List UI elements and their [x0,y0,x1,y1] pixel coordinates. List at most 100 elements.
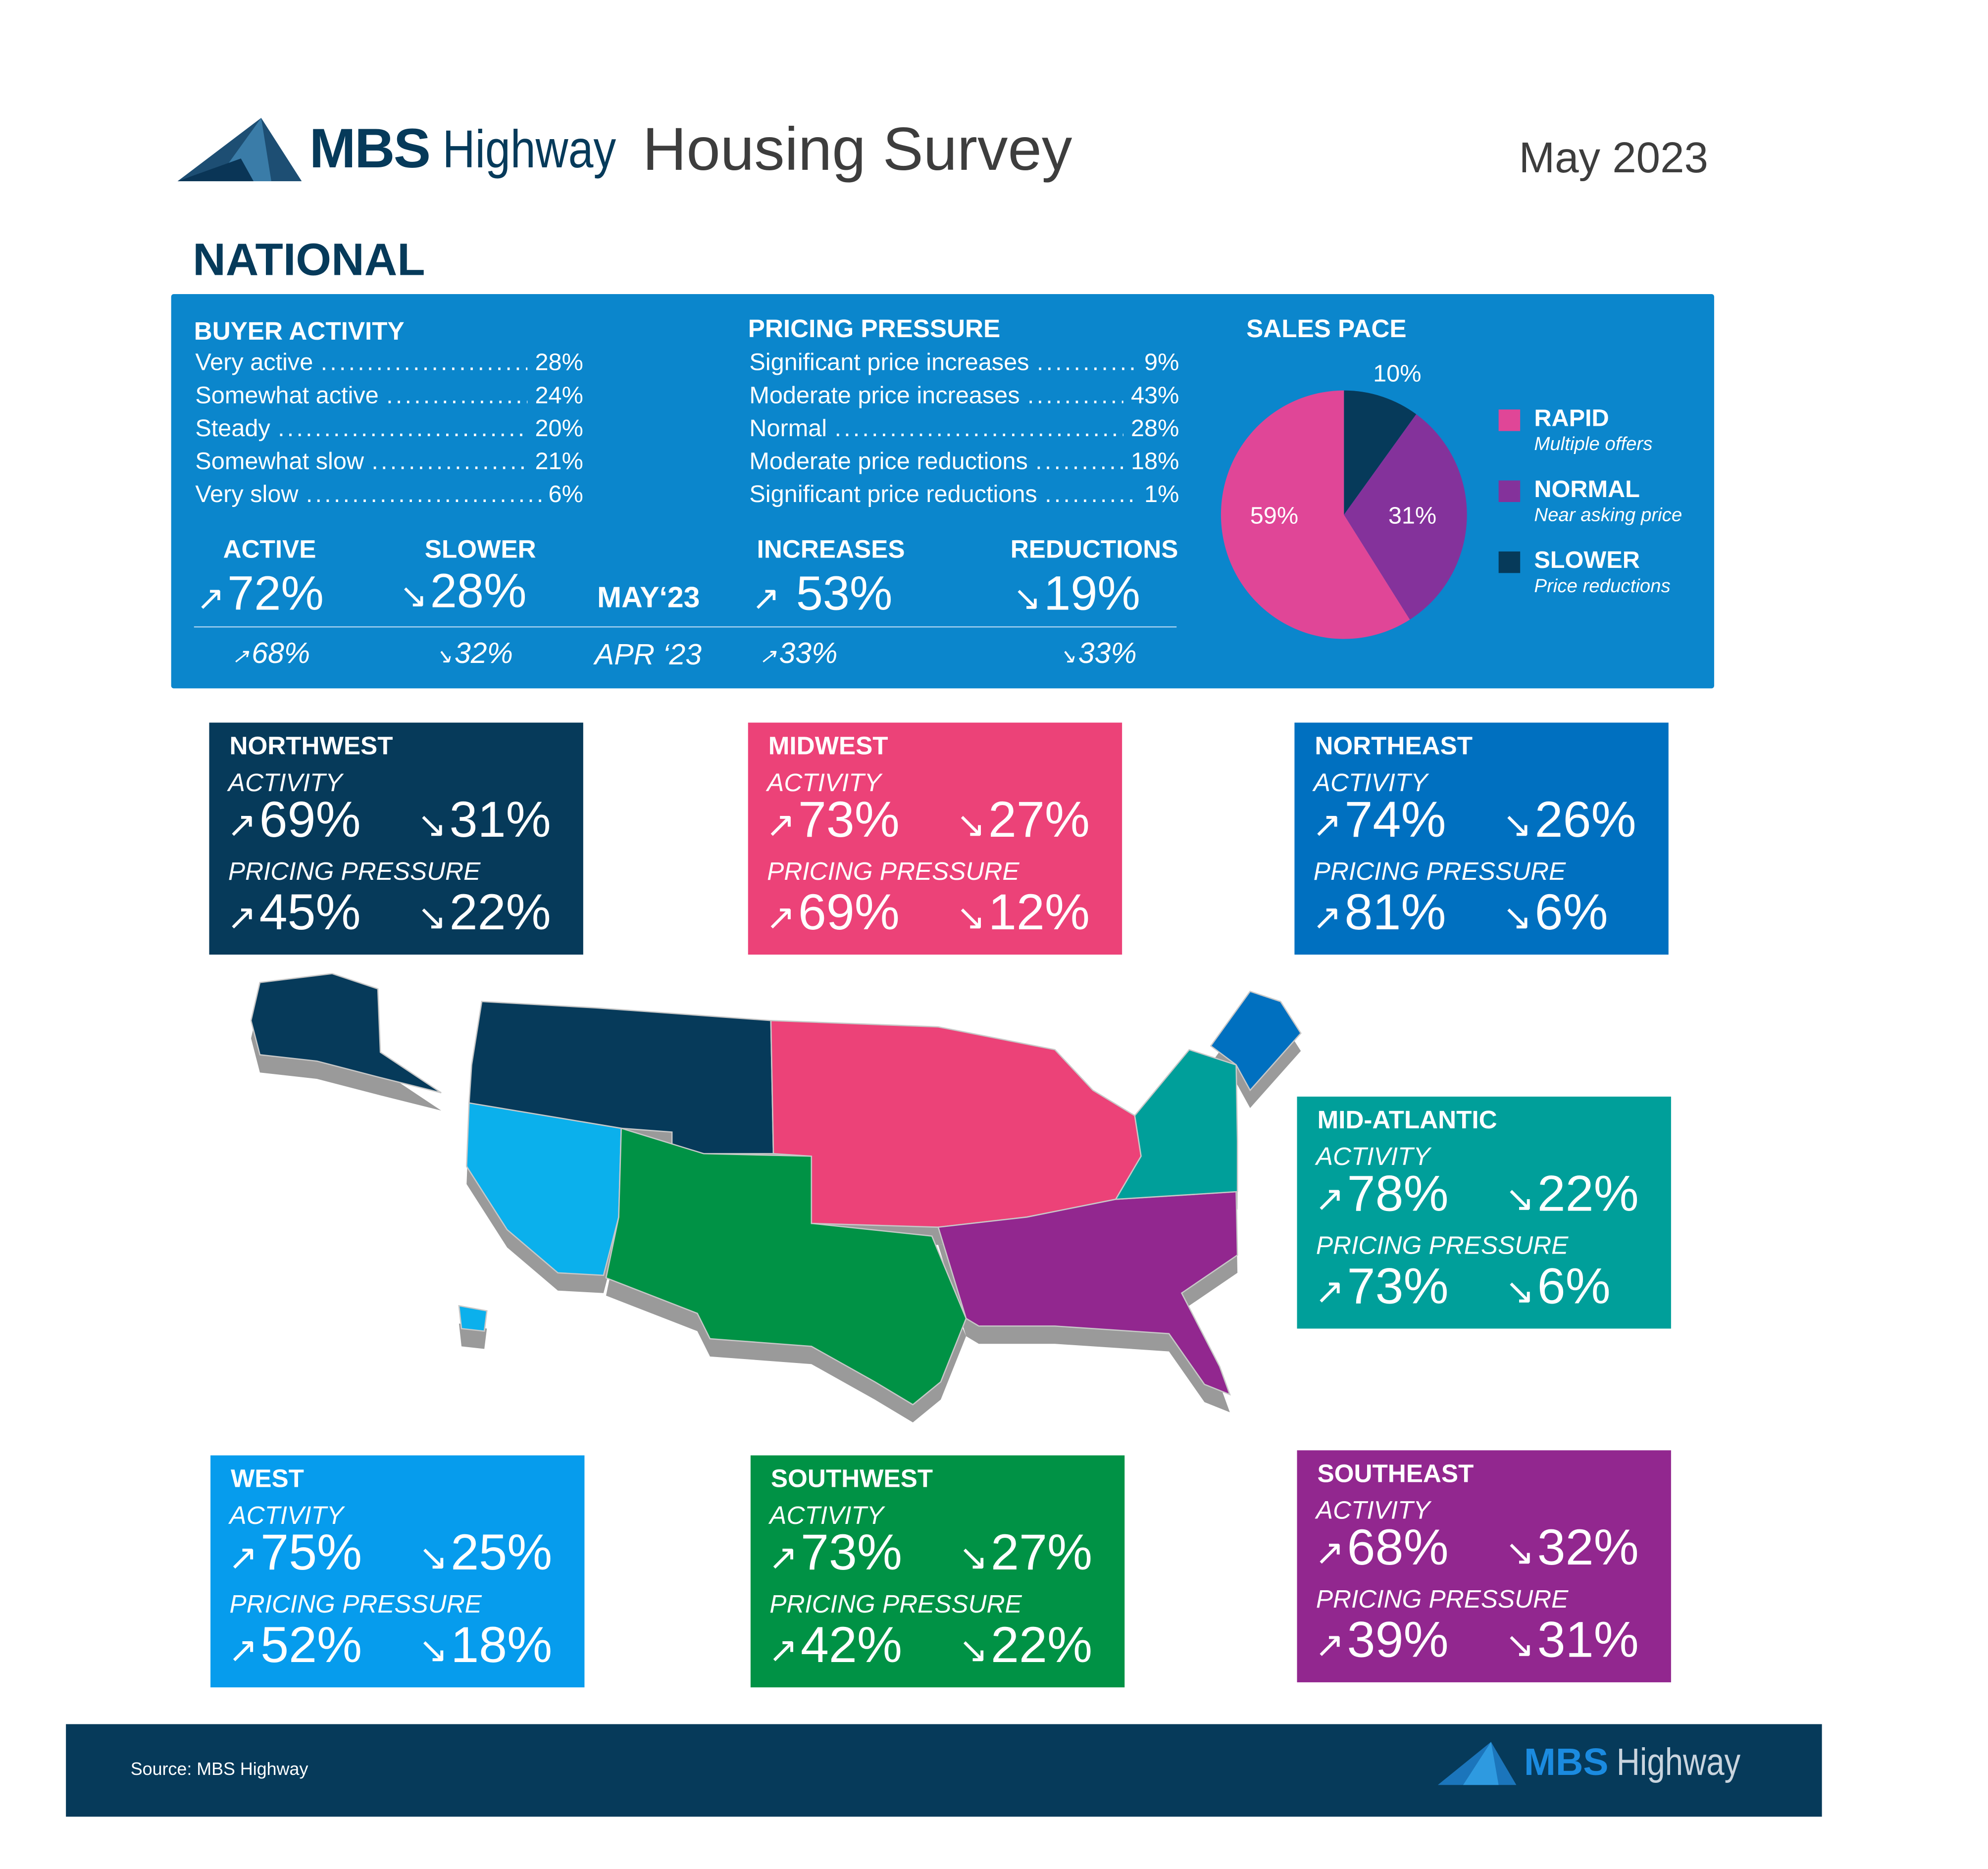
row-label: Moderate price increases [749,383,1020,410]
pricing-pressure-label: PRICING PRESSURE [767,858,1019,886]
row-value: 18% [1130,449,1179,476]
legend-swatch [1498,551,1521,573]
value: 68% [252,636,310,669]
pricing-up: ↗ 52% [228,1617,362,1674]
row-value: 21% [535,449,583,476]
row-value: 20% [535,415,583,443]
trend-down-icon: ↘ [1502,805,1532,845]
map-region-midwest [770,1019,1142,1228]
value: 22% [991,1617,1093,1673]
leader-dots [371,449,527,476]
region-name: SOUTHEAST [1317,1460,1474,1489]
map-region-northeast [1210,990,1302,1092]
value: 26% [1534,792,1636,849]
brand-bold: MBS [309,118,431,180]
value: 25% [451,1525,553,1581]
activity-down: ↘ 27% [959,1525,1092,1582]
region-card-midwest: MIDWEST ACTIVITY ↗ 73% ↘ 27% PRICING PRESS… [748,722,1122,955]
previous-slower: ↘ 32% [435,636,513,670]
row-label: Somewhat active [195,383,379,410]
previous-increases: ↗ 33% [760,636,838,670]
legend-title: NORMAL [1534,476,1640,504]
active-label: ACTIVE [223,536,316,564]
activity-up: ↗ 73% [768,1525,902,1582]
buyer-activity-title: BUYER ACTIVITY [194,318,405,347]
pricing-pressure-label: PRICING PRESSURE [228,858,481,886]
value: 18% [451,1617,553,1673]
value: 27% [988,792,1090,849]
page-title: Housing Survey [642,116,1072,184]
trend-up-icon: ↗ [1315,1625,1345,1665]
previous-reductions: ↘ 33% [1059,636,1137,670]
pie-label-rapid: 59% [1250,503,1298,529]
map-region-west [458,1305,488,1332]
row-label: Normal [749,415,827,443]
region-card-northwest: NORTHWEST ACTIVITY ↗ 69% ↘ 31% PRICING PRE… [209,722,583,955]
trend-up-icon: ↗ [1315,1271,1345,1311]
value: 12% [988,885,1090,941]
activity-up: ↗ 73% [766,792,900,849]
trend-down-icon: ↘ [417,897,447,937]
row-label: Significant price increases [749,350,1029,377]
value: 53% [796,568,893,621]
pricing-down: ↘ 6% [1502,885,1608,942]
survey-date: May 2023 [1519,134,1708,183]
pricing-up: ↗ 45% [227,885,360,942]
trend-down-icon: ↘ [418,1538,449,1577]
trend-up-icon: ↗ [768,1630,798,1670]
activity-down: ↘ 27% [956,792,1090,849]
trend-down-icon: ↘ [399,577,428,615]
activity-label: ACTIVITY [1316,1143,1430,1171]
region-name: SOUTHWEST [770,1465,933,1494]
value: 32% [1537,1520,1639,1576]
divider [194,626,1177,628]
trend-up-icon: ↗ [752,579,780,618]
trend-down-icon: ↘ [1013,579,1042,618]
slower-label: SLOWER [424,536,536,564]
activity-up: ↗ 75% [228,1525,362,1582]
activity-label: ACTIVITY [229,1502,344,1530]
leader-dots [1037,350,1137,378]
value: 28% [430,565,527,619]
current-active: ↗ 72% [197,568,324,622]
legend-swatch [1498,480,1521,502]
pie-label-normal: 31% [1388,503,1436,529]
value: 73% [1347,1259,1449,1315]
row-value: 1% [1144,482,1179,508]
trend-up-icon: ↗ [768,1538,798,1577]
trend-up-icon: ↗ [765,805,796,845]
activity-label: ACTIVITY [228,769,343,798]
buyer-activity-row: Very slow 6% [195,482,583,509]
trend-down-icon: ↘ [417,805,447,845]
activity-down: ↘ 26% [1502,792,1636,849]
activity-up: ↗ 69% [227,792,360,849]
pricing-pressure-row: Significant price reductions 1% [749,482,1179,509]
pricing-up: ↗ 39% [1315,1613,1448,1669]
trend-down-icon: ↘ [1502,897,1532,937]
row-label: Very active [195,350,313,377]
pricing-down: ↘ 31% [1505,1613,1638,1669]
brand-light: Highway [442,119,616,179]
row-value: 24% [535,383,583,410]
pie-slice-rapid [1221,390,1410,639]
reductions-label: REDUCTIONS [1010,536,1178,564]
region-card-northeast: NORTHEAST ACTIVITY ↗ 74% ↘ 26% PRICING PRE… [1294,722,1669,955]
leader-dots [321,350,527,378]
pricing-up: ↗ 81% [1312,885,1446,942]
pricing-pressure-row: Moderate price reductions 18% [749,449,1179,476]
region-card-mid-atlantic: MID-ATLANTIC ACTIVITY ↗ 78% ↘ 22% PRICING … [1297,1096,1671,1329]
pricing-up: ↗ 42% [768,1617,902,1674]
legend-description: Multiple offers [1534,433,1653,455]
activity-label: ACTIVITY [769,1502,884,1530]
pricing-pressure-row: Significant price increases 9% [749,350,1179,378]
pricing-pressure-label: PRICING PRESSURE [769,1591,1022,1619]
value: 32% [454,636,513,669]
value: 33% [1078,636,1137,669]
activity-up: ↗ 68% [1315,1520,1448,1577]
pricing-down: ↘ 22% [959,1617,1092,1674]
leader-dots [306,482,541,509]
value: 52% [260,1617,362,1673]
trend-up-icon: ↗ [1312,897,1342,937]
region-card-southeast: SOUTHEAST ACTIVITY ↗ 68% ↘ 32% PRICING PRE… [1297,1450,1671,1682]
